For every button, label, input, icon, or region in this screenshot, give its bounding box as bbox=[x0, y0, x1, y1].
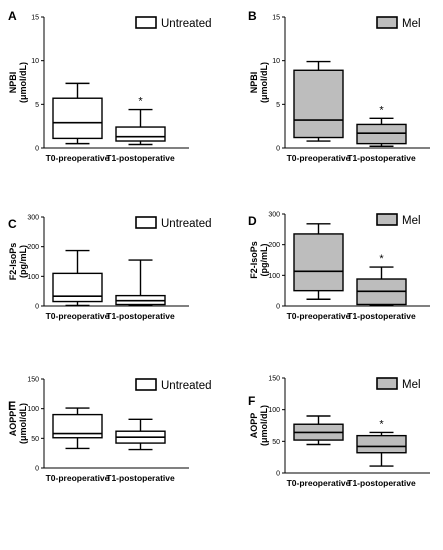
y-tick-label: 100 bbox=[268, 407, 280, 414]
y-tick-label: 300 bbox=[268, 212, 280, 219]
panel-label: E bbox=[8, 399, 16, 413]
box-2: * T1-postoperative bbox=[347, 253, 416, 321]
legend-label: Untreated bbox=[161, 380, 212, 392]
y-tick-label: 150 bbox=[27, 377, 39, 384]
box-2: * T1-postoperative bbox=[347, 418, 416, 488]
x-tick-label: T1-postoperative bbox=[347, 153, 416, 163]
y-axis-label: NPBI bbox=[249, 72, 259, 94]
significance-marker: * bbox=[379, 104, 384, 116]
panel-d: D 0 100 200 300 F2-IsoPs (pg/mL) Mel T0-preopera… bbox=[248, 212, 430, 321]
y-tick-label: 5 bbox=[276, 102, 280, 109]
y-tick-label: 15 bbox=[272, 15, 280, 22]
x-tick-label: T0-preoperative bbox=[46, 311, 110, 321]
legend-label: Mel bbox=[402, 379, 421, 391]
box-1: T0-preoperative bbox=[287, 223, 351, 321]
x-tick-label: T1-postoperative bbox=[106, 473, 175, 483]
panel-label: B bbox=[248, 9, 257, 23]
x-tick-label: T1-postoperative bbox=[347, 478, 416, 488]
significance-marker: * bbox=[138, 96, 143, 108]
box-2: T1-postoperative bbox=[106, 418, 175, 483]
x-tick-label: T1-postoperative bbox=[106, 311, 175, 321]
iqr-box bbox=[115, 126, 166, 142]
panel-a: A 0 5 10 15 NPBI (μmol/dL) Untreated T0-preopera… bbox=[8, 9, 212, 163]
legend-swatch bbox=[135, 378, 157, 391]
panel-f: F 0 50 100 150 AOPP (μmol/dL) Mel T0-preoperativ… bbox=[248, 376, 430, 488]
panel-label: D bbox=[248, 214, 257, 228]
x-tick-label: T0-preoperative bbox=[46, 473, 110, 483]
y-tick-label: 0 bbox=[35, 304, 39, 311]
iqr-box bbox=[52, 97, 103, 140]
legend-swatch bbox=[135, 16, 157, 29]
panel-label: C bbox=[8, 217, 17, 231]
y-tick-label: 200 bbox=[268, 242, 280, 249]
x-tick-label: T0-preoperative bbox=[46, 153, 110, 163]
y-tick-label: 5 bbox=[35, 102, 39, 109]
y-tick-label: 0 bbox=[276, 471, 280, 478]
legend-swatch bbox=[376, 213, 398, 226]
y-tick-label: 100 bbox=[27, 406, 39, 413]
y-tick-label: 50 bbox=[31, 436, 39, 443]
y-tick-label: 150 bbox=[268, 376, 280, 383]
box-2: * T1-postoperative bbox=[106, 96, 175, 163]
x-tick-label: T0-preoperative bbox=[287, 478, 351, 488]
y-tick-label: 15 bbox=[31, 15, 39, 22]
legend-swatch bbox=[376, 16, 398, 29]
iqr-box bbox=[52, 413, 103, 439]
iqr-box bbox=[52, 272, 103, 303]
box-1: T0-preoperative bbox=[46, 82, 110, 163]
y-tick-label: 100 bbox=[268, 273, 280, 280]
y-tick-label: 300 bbox=[27, 215, 39, 222]
y-tick-label: 50 bbox=[272, 439, 280, 446]
panel-c: C 0 100 200 300 F2-IsoPs (pg/mL) Untreated T0-pr… bbox=[8, 215, 212, 322]
box-2: T1-postoperative bbox=[106, 259, 175, 321]
box-1: T0-preoperative bbox=[287, 60, 351, 163]
y-tick-label: 10 bbox=[31, 58, 39, 65]
y-tick-label: 200 bbox=[27, 244, 39, 251]
box-1: T0-preoperative bbox=[46, 407, 110, 483]
legend-label: Mel bbox=[402, 18, 421, 30]
y-tick-label: 10 bbox=[272, 58, 280, 65]
significance-marker: * bbox=[379, 418, 384, 430]
legend-swatch bbox=[376, 377, 398, 390]
y-axis-label: AOPP bbox=[249, 413, 259, 439]
panel-label: F bbox=[248, 394, 255, 408]
y-axis-unit: (pg/mL) bbox=[259, 244, 269, 277]
y-axis-unit: (pg/mL) bbox=[18, 245, 28, 278]
y-axis-unit: (μmol/dL) bbox=[259, 62, 269, 103]
y-axis-label: AOPP bbox=[8, 411, 18, 437]
box-1: T0-preoperative bbox=[46, 249, 110, 321]
x-tick-label: T0-preoperative bbox=[287, 153, 351, 163]
x-tick-label: T1-postoperative bbox=[106, 153, 175, 163]
iqr-box bbox=[356, 434, 407, 454]
iqr-box bbox=[356, 123, 407, 145]
y-tick-label: 100 bbox=[27, 274, 39, 281]
y-axis-unit: (μmol/dL) bbox=[18, 62, 28, 103]
iqr-box bbox=[293, 233, 344, 292]
y-axis-label: F2-IsoPs bbox=[249, 241, 259, 279]
box-1: T0-preoperative bbox=[287, 415, 351, 488]
y-tick-label: 0 bbox=[35, 466, 39, 473]
panel-b: B 0 5 10 15 NPBI (μmol/dL) Mel T0-preoperative * T… bbox=[248, 9, 430, 163]
legend-label: Mel bbox=[402, 215, 421, 227]
x-tick-label: T1-postoperative bbox=[347, 311, 416, 321]
y-axis-label: NPBI bbox=[8, 72, 18, 94]
panel-e: E 0 50 100 150 AOPP (μmol/dL) Untreated T0-preop… bbox=[8, 377, 212, 484]
y-tick-label: 0 bbox=[276, 304, 280, 311]
y-tick-label: 0 bbox=[276, 146, 280, 153]
iqr-box bbox=[293, 69, 344, 139]
box-2: * T1-postoperative bbox=[347, 104, 416, 163]
panel-label: A bbox=[8, 9, 17, 23]
legend-label: Untreated bbox=[161, 218, 212, 230]
y-tick-label: 0 bbox=[35, 146, 39, 153]
legend-swatch bbox=[135, 216, 157, 229]
y-axis-unit: (μmol/dL) bbox=[259, 405, 269, 446]
x-tick-label: T0-preoperative bbox=[287, 311, 351, 321]
legend-label: Untreated bbox=[161, 18, 212, 30]
significance-marker: * bbox=[379, 253, 384, 265]
y-axis-label: F2-IsoPs bbox=[8, 243, 18, 281]
y-axis-unit: (μmol/dL) bbox=[18, 403, 28, 444]
